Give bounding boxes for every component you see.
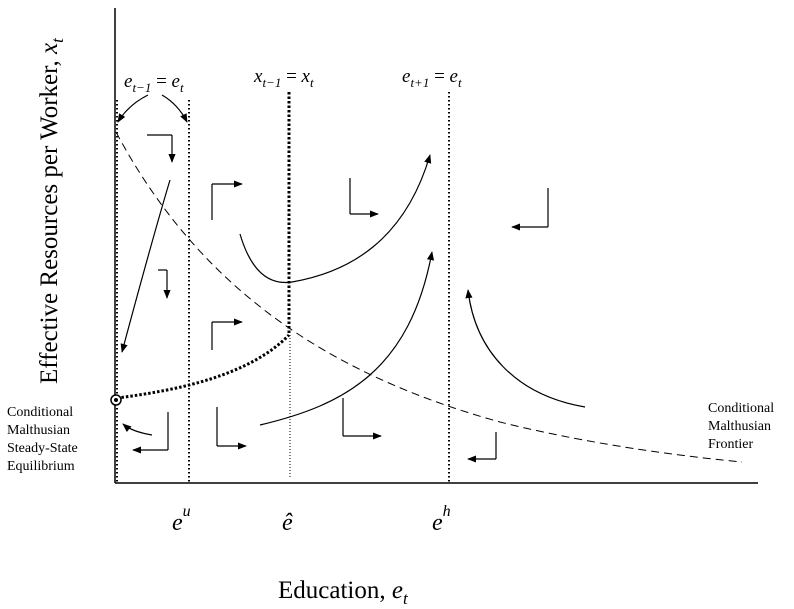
direction-arrow <box>467 432 497 463</box>
malthusian-frontier-curve <box>115 131 743 463</box>
steady-state-point-dot <box>114 398 118 402</box>
trajectory-curve <box>122 423 153 436</box>
e-h-tick-label: eh <box>432 503 451 536</box>
svg-text:Conditional: Conditional <box>708 401 774 416</box>
trajectory-curve <box>259 251 435 426</box>
e-lower-locus-label: et−1 = et <box>124 71 184 95</box>
trajectory-curve <box>120 179 171 353</box>
svg-text:Equilibrium: Equilibrium <box>7 459 75 474</box>
steady-state-label: Conditional Malthusian Steady-State Equi… <box>7 405 78 474</box>
x-axis-title: Education, et <box>278 577 409 608</box>
e-u-tick-label: eu <box>172 503 191 536</box>
trajectory-curve <box>117 94 149 123</box>
svg-text:Malthusian: Malthusian <box>708 419 771 434</box>
direction-arrow <box>211 318 243 350</box>
trajectory-curve <box>161 94 188 123</box>
direction-arrow <box>342 398 382 440</box>
e-upper-locus-label: et+1 = et <box>402 66 462 90</box>
y-axis-title: Effective Resources per Worker, xt <box>36 37 67 384</box>
direction-arrow <box>211 180 243 220</box>
e-hat-tick-label: ê <box>282 510 293 536</box>
direction-arrow <box>511 188 549 231</box>
direction-arrow <box>216 407 247 450</box>
frontier-label: Conditional Malthusian Frontier <box>708 401 774 452</box>
x-locus-curve <box>116 333 291 400</box>
trajectory-curve <box>239 154 432 284</box>
trajectory-curve <box>465 289 586 408</box>
direction-arrow <box>132 412 169 454</box>
direction-arrow <box>158 269 171 299</box>
direction-arrow <box>349 178 379 218</box>
x-locus-label: xt−1 = xt <box>253 66 314 90</box>
svg-text:Steady-State: Steady-State <box>7 441 78 456</box>
direction-arrow <box>147 134 176 163</box>
svg-text:Conditional: Conditional <box>7 405 73 420</box>
svg-text:Malthusian: Malthusian <box>7 423 70 438</box>
svg-text:Frontier: Frontier <box>708 437 753 452</box>
